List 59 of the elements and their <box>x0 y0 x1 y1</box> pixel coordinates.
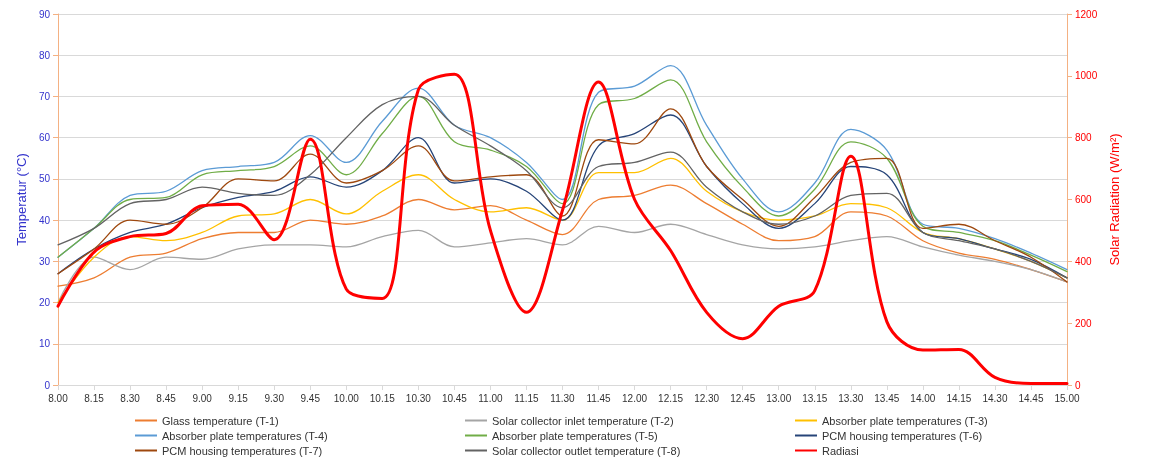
x-tick-label: 13.15 <box>802 392 828 404</box>
x-tick-label: 14.30 <box>982 392 1008 404</box>
y2-tick-label: 400 <box>1075 255 1093 267</box>
y-tick-label: 40 <box>38 214 51 226</box>
x-tick-label: 11.45 <box>586 392 612 404</box>
y2-tick-label: 1000 <box>1075 70 1098 82</box>
line-series <box>56 72 1069 385</box>
x-tick-label: 11.30 <box>550 392 576 404</box>
y-tick-label: 90 <box>38 8 51 20</box>
x-tick-label: 11.00 <box>478 392 503 404</box>
y-tick-label: 30 <box>38 255 51 267</box>
y-axis-title: Temperatur (°C) <box>13 153 29 246</box>
x-tick-label: 9.15 <box>228 392 249 404</box>
legend-label: Glass temperature (T-1) <box>162 414 279 427</box>
y-tick-label: 20 <box>38 297 51 309</box>
legend-label: Solar collector inlet temperature (T-2) <box>492 414 674 427</box>
y2-tick-label: 1200 <box>1075 8 1098 20</box>
x-tick-label: 14.00 <box>910 392 936 404</box>
x-tick-label: 8.00 <box>48 392 69 404</box>
legend-label: Radiasi <box>822 444 859 457</box>
legend-label: Absorber plate temperatures (T-4) <box>162 429 328 442</box>
y-tick-label: 10 <box>38 338 51 350</box>
x-tick-label: 12.15 <box>658 392 684 404</box>
y-tick-label: 60 <box>38 132 51 144</box>
x-tick-label: 9.30 <box>264 392 285 404</box>
y2-tick-label: 200 <box>1075 317 1093 329</box>
legend-label: Absorber plate temperatures (T-5) <box>492 429 658 442</box>
x-tick-label: 9.00 <box>192 392 213 404</box>
x-tick-label: 13.30 <box>838 392 864 404</box>
x-tick-label: 8.15 <box>84 392 105 404</box>
y2-tick-label: 800 <box>1075 132 1093 144</box>
x-tick-label: 12.00 <box>622 392 648 404</box>
x-tick-label: 10.30 <box>405 392 432 404</box>
x-tick-label: 15.00 <box>1054 392 1080 404</box>
legend-label: PCM housing temperatures (T-6) <box>822 429 983 442</box>
line-series <box>57 223 1068 304</box>
x-tick-label: 11.15 <box>514 392 540 404</box>
y-tick-label: 80 <box>38 49 51 61</box>
x-tick-label: 12.45 <box>730 392 756 404</box>
x-tick-label: 8.45 <box>156 392 177 404</box>
x-tick-label: 12.30 <box>694 392 720 404</box>
legend-label: PCM housing temperatures (T-7) <box>162 444 323 457</box>
y-tick-label: 0 <box>44 379 51 391</box>
legend-label: Absorber plate temperatures (T-3) <box>822 414 988 427</box>
x-tick-label: 13.45 <box>874 392 900 404</box>
y2-tick-label: 0 <box>1075 379 1081 391</box>
x-tick-label: 10.15 <box>369 392 396 404</box>
y2-axis-title: Solar Radiation (W/m²) <box>1107 133 1123 266</box>
x-tick-label: 10.00 <box>333 392 360 404</box>
y2-tick-label: 600 <box>1075 194 1093 205</box>
y-tick-label: 50 <box>38 173 51 185</box>
y-tick-label: 70 <box>38 90 51 102</box>
legend-label: Solar collector outlet temperature (T-8) <box>492 444 681 457</box>
x-tick-label: 9.45 <box>300 392 321 404</box>
x-tick-label: 10.45 <box>441 392 468 404</box>
x-tick-label: 13.00 <box>766 392 792 404</box>
x-tick-label: 14.45 <box>1018 392 1044 404</box>
x-tick-label: 8.30 <box>120 392 141 404</box>
x-tick-label: 14.15 <box>946 392 972 404</box>
